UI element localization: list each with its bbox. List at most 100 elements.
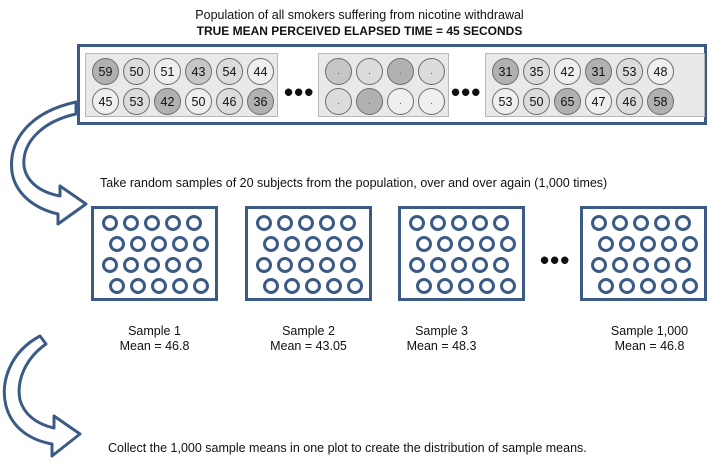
sample-subject-circle xyxy=(430,215,446,231)
sample-subject-circle xyxy=(416,278,432,294)
sample-2-label: Sample 2 Mean = 43.05 xyxy=(245,324,372,354)
sample-subject-circle xyxy=(682,278,698,294)
population-value: 42 xyxy=(554,58,581,85)
population-title: Population of all smokers suffering from… xyxy=(195,8,524,22)
sample-mean: Mean = 46.8 xyxy=(119,339,190,353)
sample-subject-circle xyxy=(165,215,181,231)
sample-subject-circle xyxy=(277,257,293,273)
population-value: . xyxy=(418,88,445,115)
sample-subject-circle xyxy=(340,257,356,273)
population-value: . xyxy=(418,58,445,85)
sample-subject-circle xyxy=(612,257,628,273)
population-value: 50 xyxy=(123,58,150,85)
population-value: 48 xyxy=(647,58,674,85)
population-value: . xyxy=(356,88,383,115)
population-ellipsis-left: ••• xyxy=(284,77,315,107)
population-value: . xyxy=(356,58,383,85)
population-value: . xyxy=(387,88,414,115)
sample-subject-circle xyxy=(284,236,300,252)
sample-subject-circle xyxy=(451,257,467,273)
population-value: 50 xyxy=(185,88,212,115)
population-value: 42 xyxy=(154,88,181,115)
sample-subject-circle xyxy=(298,257,314,273)
sample-subject-circle xyxy=(130,236,146,252)
sample-subject-circle xyxy=(102,257,118,273)
sample-subject-circle xyxy=(472,215,488,231)
sample-subject-circle xyxy=(172,278,188,294)
sample-subject-circle xyxy=(598,278,614,294)
population-value: 36 xyxy=(247,88,274,115)
samples-ellipsis: ••• xyxy=(540,245,571,275)
sample-subject-circle xyxy=(633,257,649,273)
sample-subject-circle xyxy=(193,236,209,252)
sample-subject-circle xyxy=(675,215,691,231)
sample-subject-circle xyxy=(319,257,335,273)
sample-subject-circle xyxy=(263,236,279,252)
population-value: . xyxy=(325,58,352,85)
sample-subject-circle xyxy=(347,278,363,294)
sample-name: Sample 2 xyxy=(282,324,335,338)
sample-subject-circle xyxy=(661,236,677,252)
sample-subject-circle xyxy=(493,215,509,231)
sample-subject-circle xyxy=(598,236,614,252)
sample-subject-circle xyxy=(479,236,495,252)
true-mean-heading: TRUE MEAN PERCEIVED ELAPSED TIME = 45 SE… xyxy=(196,24,523,38)
population-value: 35 xyxy=(523,58,550,85)
sample-subject-circle xyxy=(102,215,118,231)
sample-name: Sample 3 xyxy=(415,324,468,338)
sample-subject-circle xyxy=(130,278,146,294)
sample-box-1000 xyxy=(580,206,707,301)
population-value: 58 xyxy=(647,88,674,115)
sample-subject-circle xyxy=(277,215,293,231)
population-value: 47 xyxy=(585,88,612,115)
sample-subject-circle xyxy=(479,278,495,294)
sample-subject-circle xyxy=(144,257,160,273)
sample-1000-label: Sample 1,000 Mean = 46.8 xyxy=(586,324,713,354)
sampling-caption: Take random samples of 20 subjects from … xyxy=(100,176,608,190)
sample-subject-circle xyxy=(430,257,446,273)
sample-subject-circle xyxy=(591,215,607,231)
sample-subject-circle xyxy=(682,236,698,252)
sample-subject-circle xyxy=(472,257,488,273)
population-value: 31 xyxy=(585,58,612,85)
population-value: 31 xyxy=(492,58,519,85)
sample-subject-circle xyxy=(675,257,691,273)
sample-subject-circle xyxy=(123,257,139,273)
sample-subject-circle xyxy=(186,257,202,273)
sample-subject-circle xyxy=(458,278,474,294)
sample-subject-circle xyxy=(437,278,453,294)
sample-subject-circle xyxy=(319,215,335,231)
sample-subject-circle xyxy=(193,278,209,294)
population-value: 53 xyxy=(616,58,643,85)
sample-mean: Mean = 46.8 xyxy=(614,339,685,353)
population-value: 46 xyxy=(616,88,643,115)
sample-subject-circle xyxy=(186,215,202,231)
sample-subject-circle xyxy=(640,278,656,294)
sample-subject-circle xyxy=(654,257,670,273)
sample-subject-circle xyxy=(451,215,467,231)
sample-name: Sample 1,000 xyxy=(610,324,689,338)
sample-subject-circle xyxy=(654,215,670,231)
sample-subject-circle xyxy=(305,278,321,294)
sample-subject-circle xyxy=(500,236,516,252)
sample-subject-circle xyxy=(284,278,300,294)
sample-subject-circle xyxy=(109,236,125,252)
sample-subject-circle xyxy=(151,278,167,294)
sample-subject-circle xyxy=(437,236,453,252)
sample-subject-circle xyxy=(619,236,635,252)
sample-subject-circle xyxy=(144,215,160,231)
sample-subject-circle xyxy=(409,215,425,231)
population-strip-left: 59 50 51 43 54 44 45 53 42 50 46 36 xyxy=(85,53,278,117)
sample-subject-circle xyxy=(172,236,188,252)
population-value: 59 xyxy=(92,58,119,85)
sample-subject-circle xyxy=(256,257,272,273)
population-value: 46 xyxy=(216,88,243,115)
population-value: . xyxy=(325,88,352,115)
population-value: 43 xyxy=(185,58,212,85)
population-value: 50 xyxy=(523,88,550,115)
sample-box-2 xyxy=(245,206,372,301)
sample-subject-circle xyxy=(640,236,656,252)
population-value: 53 xyxy=(123,88,150,115)
sample-subject-circle xyxy=(256,215,272,231)
curved-arrow-to-distribution xyxy=(2,334,82,458)
